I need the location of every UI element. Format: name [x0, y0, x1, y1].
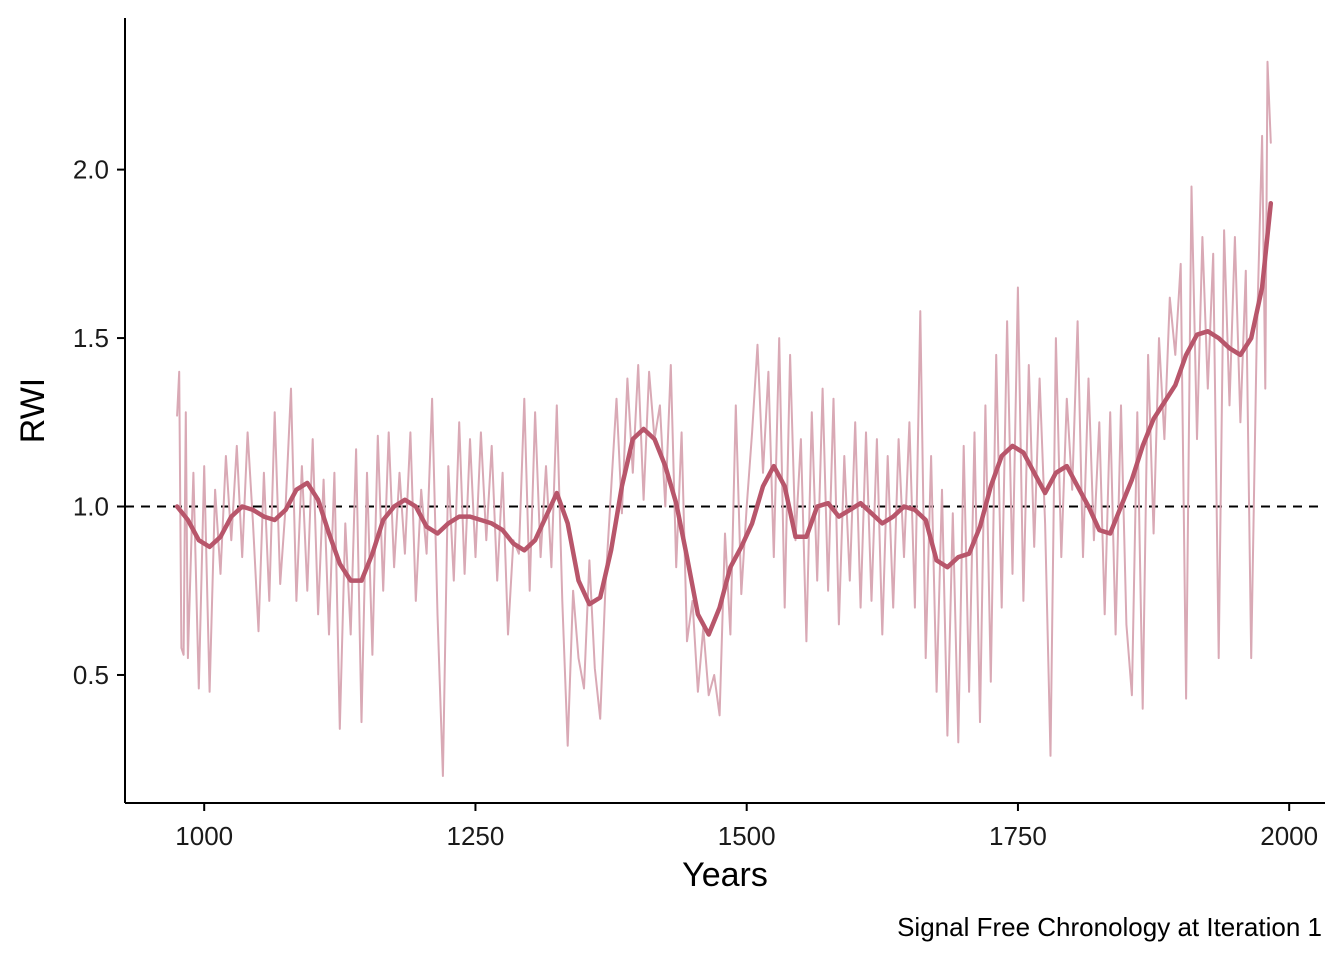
y-tick-label: 0.5: [73, 660, 109, 690]
x-tick-label: 2000: [1260, 821, 1318, 851]
x-tick-label: 1250: [447, 821, 505, 851]
ticks: 1000 1250 1500 1750 2000 0.5 1.0 1.5 2.0: [73, 155, 1318, 851]
y-tick-label: 1.5: [73, 323, 109, 353]
x-tick-label: 1750: [989, 821, 1047, 851]
x-axis-title: Years: [682, 856, 768, 894]
y-axis-title: RWI: [14, 378, 52, 443]
series-raw-line: [176, 60, 1272, 777]
x-tick-label: 1500: [718, 821, 776, 851]
series-smooth-line: [174, 201, 1274, 637]
y-tick-label: 1.0: [73, 492, 109, 522]
y-tick-label: 2.0: [73, 155, 109, 185]
axes: [124, 18, 1325, 804]
plot-area: [125, 60, 1325, 777]
x-tick-label: 1000: [175, 821, 233, 851]
chart-caption: Signal Free Chronology at Iteration 1: [897, 912, 1322, 942]
